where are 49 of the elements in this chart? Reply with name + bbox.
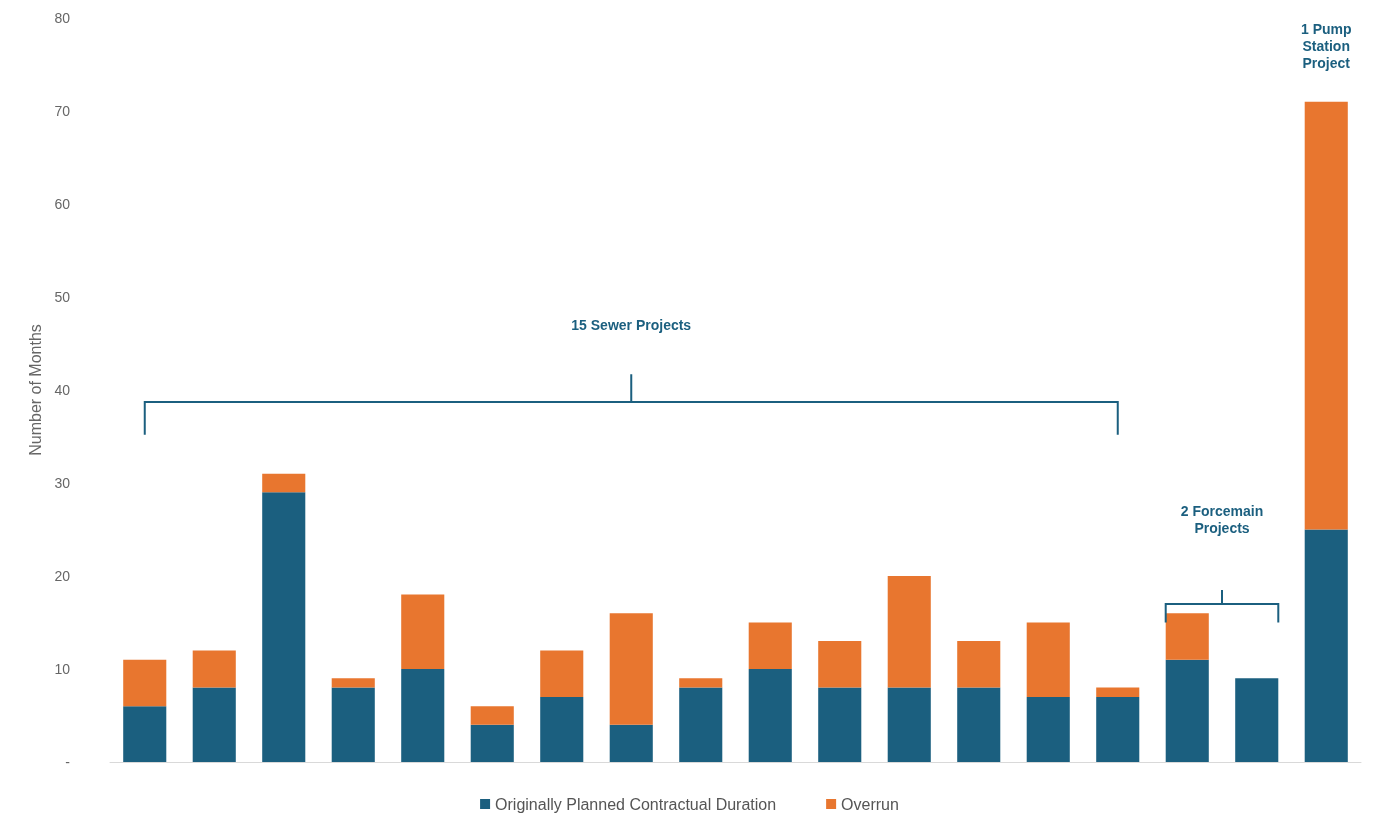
y-tick-label: - (65, 754, 71, 770)
bar (1026, 696, 1070, 762)
bar (748, 622, 792, 669)
y-tick-label: 40 (54, 382, 71, 398)
bar (331, 687, 375, 762)
bar (470, 724, 514, 762)
bar (540, 650, 584, 697)
y-tick-label: 60 (54, 196, 71, 212)
bar (748, 669, 792, 762)
annotation: 15 Sewer Projects (570, 316, 693, 334)
bar (192, 650, 236, 688)
y-tick-label: 30 (54, 475, 71, 491)
bar (1096, 696, 1140, 762)
bar (262, 492, 306, 762)
bar (1304, 101, 1348, 530)
bar (609, 613, 653, 725)
annotation: 1 Pump Station Project (1299, 20, 1353, 72)
legend-label: Originally Planned Contractual Duration (495, 795, 777, 813)
bar (818, 687, 862, 762)
bar (1026, 622, 1070, 697)
bar (679, 687, 723, 762)
bar (957, 641, 1001, 688)
bar (262, 473, 306, 493)
y-tick-label: 50 (54, 289, 71, 305)
y-tick-label: 70 (54, 103, 71, 119)
y-tick-label: 10 (54, 661, 71, 677)
bar (331, 678, 375, 688)
y-axis-title: Number of Months (27, 324, 45, 456)
bar (470, 706, 514, 725)
annotation: 2 Forcemain Projects (1179, 503, 1265, 538)
bar (540, 696, 584, 762)
bar (1165, 659, 1209, 762)
bar (192, 687, 236, 762)
bar (123, 659, 167, 707)
bar (1235, 678, 1279, 762)
bar (1304, 529, 1348, 762)
y-tick-label: 80 (54, 10, 71, 26)
legend-label: Overrun (841, 795, 899, 813)
bar (609, 724, 653, 762)
bar (401, 594, 445, 669)
y-tick-label: 20 (54, 568, 71, 584)
bar (957, 687, 1001, 762)
bar (123, 706, 167, 762)
bar (887, 687, 931, 762)
bar (679, 678, 723, 688)
bar (887, 576, 931, 688)
bar (1096, 687, 1140, 697)
bar (818, 641, 862, 688)
bar (401, 669, 445, 762)
